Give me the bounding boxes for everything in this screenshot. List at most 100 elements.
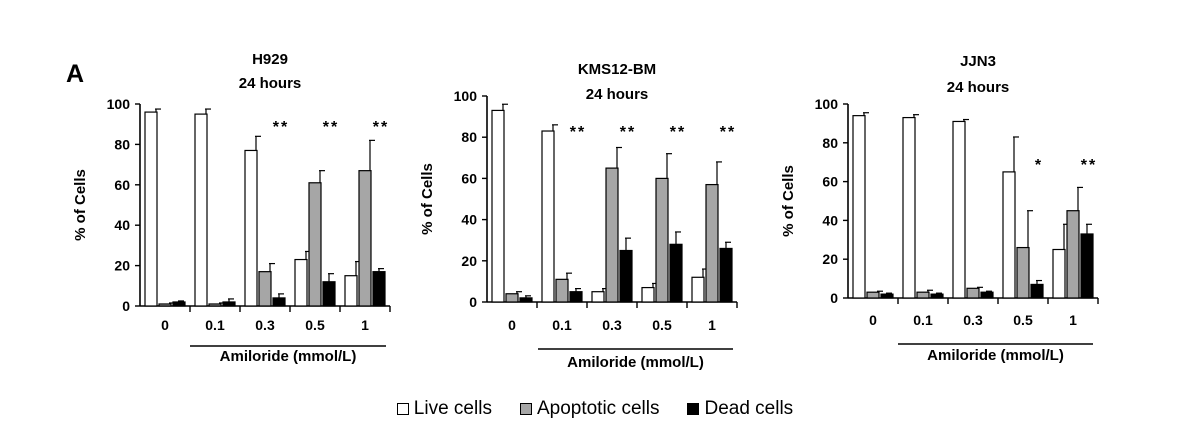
- bar-dead: [322, 281, 336, 307]
- x-tick-label: 0.1: [205, 317, 225, 333]
- bar-apoptotic: [705, 183, 719, 303]
- bar-dead: [519, 297, 533, 303]
- x-tick-label: 1: [361, 317, 369, 333]
- bar-apoptotic: [555, 278, 569, 303]
- bar-dead: [880, 293, 894, 299]
- bar-apoptotic: [258, 271, 272, 307]
- x-tick-label: 0.3: [255, 317, 275, 333]
- bar-live: [902, 116, 916, 299]
- bar-apoptotic: [505, 293, 519, 303]
- y-tick-label: 40: [114, 217, 130, 233]
- bar-live: [591, 291, 605, 303]
- bar-live: [244, 149, 258, 307]
- x-tick-label: 0.5: [305, 317, 325, 333]
- x-axis-label: Amiloride (mmol/L): [567, 354, 704, 371]
- significance-marker: **: [373, 119, 389, 136]
- y-tick-label: 60: [461, 170, 477, 186]
- y-axis-label: % of Cells: [419, 163, 436, 235]
- bar-dead: [1030, 283, 1044, 299]
- x-tick-label: 0.5: [1013, 312, 1033, 328]
- bar-live: [144, 111, 158, 307]
- x-tick-label: 0: [161, 317, 169, 333]
- bar-live: [952, 120, 966, 299]
- y-tick-label: 100: [815, 96, 839, 112]
- bar-live: [194, 113, 208, 307]
- bar-apoptotic: [308, 182, 322, 307]
- bar-live: [491, 109, 505, 303]
- bar-live: [691, 276, 705, 303]
- bar-apoptotic: [916, 291, 930, 299]
- panel-letter: A: [66, 60, 85, 88]
- bar-dead: [372, 271, 386, 307]
- x-tick-label: 0: [508, 317, 516, 333]
- bar-apoptotic: [605, 167, 619, 303]
- legend-item-apoptotic: Apoptotic cells: [519, 398, 659, 420]
- bar-dead: [719, 247, 733, 303]
- x-tick-label: 1: [1069, 312, 1077, 328]
- legend: Live cells Apoptotic cells Dead cells: [0, 398, 1190, 420]
- significance-marker: **: [273, 119, 289, 136]
- significance-marker: **: [670, 124, 686, 141]
- y-tick-label: 80: [461, 129, 477, 145]
- y-tick-label: 80: [822, 135, 838, 151]
- bar-apoptotic: [655, 177, 669, 303]
- x-tick-label: 0.3: [963, 312, 983, 328]
- chart-panel-0: H929 24 hours 0 20 40 60 80 100 % of Cells 0 0.1 0.…: [72, 51, 391, 365]
- legend-swatch-apoptotic: [519, 403, 532, 415]
- x-tick-label: 0.5: [652, 317, 672, 333]
- legend-swatch-dead: [687, 403, 700, 415]
- x-tick-label: 0.1: [552, 317, 572, 333]
- y-tick-label: 0: [122, 298, 130, 314]
- bar-dead: [172, 301, 186, 307]
- significance-marker: **: [323, 119, 339, 136]
- bar-dead: [1080, 233, 1094, 299]
- bar-apoptotic: [1016, 246, 1030, 299]
- bar-apoptotic: [866, 291, 880, 299]
- y-tick-label: 40: [461, 212, 477, 228]
- significance-marker: *: [1035, 157, 1043, 174]
- chart-title: JJN3: [960, 53, 996, 70]
- bar-live: [852, 115, 866, 299]
- bar-live: [641, 286, 655, 303]
- chart-subtitle: 24 hours: [947, 79, 1010, 96]
- x-tick-label: 0: [869, 312, 877, 328]
- legend-label-live: Live cells: [413, 398, 492, 419]
- bar-apoptotic: [208, 303, 222, 307]
- y-axis-label: % of Cells: [780, 165, 797, 237]
- chart-panel-1: KMS12-BM 24 hours 0 20 40 60 80 100 % of Cells 0 0…: [419, 61, 738, 371]
- bar-dead: [980, 291, 994, 299]
- bar-apoptotic: [158, 303, 172, 307]
- y-axis-label: % of Cells: [72, 169, 89, 241]
- bar-dead: [619, 249, 633, 303]
- y-tick-label: 20: [822, 251, 838, 267]
- bar-live: [1002, 171, 1016, 299]
- x-tick-label: 1: [708, 317, 716, 333]
- x-tick-label: 0.3: [602, 317, 622, 333]
- bar-live: [541, 130, 555, 303]
- x-tick-label: 0.1: [913, 312, 933, 328]
- y-tick-label: 100: [107, 96, 131, 112]
- bar-dead: [569, 291, 583, 303]
- significance-marker: **: [570, 124, 586, 141]
- y-tick-label: 80: [114, 136, 130, 152]
- bar-dead: [669, 243, 683, 303]
- chart-subtitle: 24 hours: [586, 86, 649, 103]
- legend-label-dead: Dead cells: [704, 398, 794, 419]
- bar-live: [344, 275, 358, 307]
- legend-swatch-live: [396, 403, 409, 415]
- chart-subtitle: 24 hours: [239, 75, 302, 92]
- x-axis-label: Amiloride (mmol/L): [927, 347, 1064, 364]
- legend-item-live: Live cells: [396, 398, 492, 420]
- chart-title: H929: [252, 51, 288, 68]
- chart-panel-2: JJN3 24 hours 0 20 40 60 80 100 % of Cells 0 0.1 0.…: [780, 53, 1099, 364]
- bar-dead: [272, 297, 286, 307]
- y-tick-label: 40: [822, 212, 838, 228]
- y-tick-label: 60: [114, 177, 130, 193]
- bar-dead: [930, 293, 944, 299]
- significance-marker: **: [620, 124, 636, 141]
- legend-item-dead: Dead cells: [687, 398, 793, 420]
- bar-apoptotic: [1066, 210, 1080, 299]
- chart-title: KMS12-BM: [578, 61, 656, 78]
